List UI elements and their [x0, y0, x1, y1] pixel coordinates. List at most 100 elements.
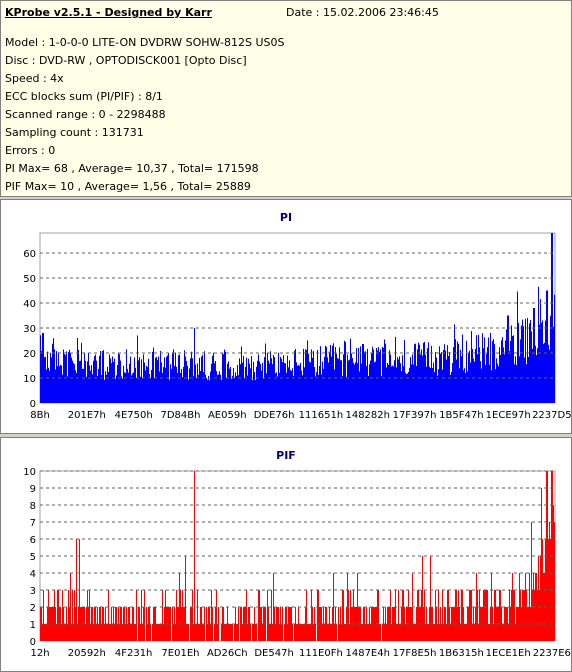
- pif-bar: [188, 624, 189, 641]
- pi-bar: [494, 344, 495, 403]
- pif-bar: [418, 590, 419, 641]
- pi-bar: [420, 354, 421, 403]
- pif-bar: [333, 573, 334, 641]
- pi-bar: [526, 364, 527, 403]
- pi-ytick-label: 50: [23, 274, 36, 285]
- pi-bar: [408, 372, 409, 403]
- pif-bar: [393, 607, 394, 641]
- info-lines: Model : 1-0-0-0 LITE-ON DVDRW SOHW-812S …: [5, 34, 284, 196]
- pif-ytick-label: 8: [30, 501, 36, 512]
- pif-bar: [161, 624, 162, 641]
- pif-bar: [404, 607, 405, 641]
- pif-bar: [54, 590, 55, 641]
- pi-bar: [319, 365, 320, 403]
- pif-bar: [350, 590, 351, 641]
- pi-bar: [183, 366, 184, 403]
- pi-bar: [204, 351, 205, 403]
- pif-bar: [308, 624, 309, 641]
- pif-bar: [122, 624, 123, 641]
- pif-bar: [156, 624, 157, 641]
- pi-bar: [456, 359, 457, 403]
- pi-bar: [294, 350, 295, 403]
- pif-bar: [338, 607, 339, 641]
- pif-bar: [194, 471, 195, 641]
- pi-bar: [500, 355, 501, 403]
- pi-bar: [83, 368, 84, 403]
- pif-bar: [301, 624, 302, 641]
- pi-bar: [409, 367, 410, 403]
- pif-bar: [540, 556, 541, 641]
- pif-bar: [111, 607, 112, 641]
- pi-bar: [157, 360, 158, 403]
- pi-bar: [469, 350, 470, 403]
- pif-bar: [92, 607, 93, 641]
- pif-bar: [362, 624, 363, 641]
- pi-bar: [414, 344, 415, 403]
- pi-bar: [365, 351, 366, 403]
- pi-bar: [61, 365, 62, 403]
- pif-bar: [438, 590, 439, 641]
- pi-bar: [150, 377, 151, 403]
- pi-bar: [431, 345, 432, 403]
- pif-bar: [272, 624, 273, 641]
- pif-bar: [103, 607, 104, 641]
- pif-bar: [146, 607, 147, 641]
- pi-bar: [489, 364, 490, 403]
- pi-bar: [134, 357, 135, 403]
- pif-xtick-label: 7E01Eh: [161, 648, 199, 659]
- pi-bar: [120, 360, 121, 403]
- pi-bar: [185, 356, 186, 403]
- pi-bar: [181, 368, 182, 403]
- pif-bar: [65, 624, 66, 641]
- pi-bar: [388, 364, 389, 403]
- pif-bar: [254, 607, 255, 641]
- pi-bar: [460, 350, 461, 403]
- pi-bar: [323, 368, 324, 403]
- pif-bar: [116, 607, 117, 641]
- pif-bar: [391, 624, 392, 641]
- pif-bar: [523, 590, 524, 641]
- pi-bar: [435, 352, 436, 403]
- pif-bar: [458, 590, 459, 641]
- pi-bar: [350, 338, 351, 403]
- pi-bar: [128, 372, 129, 403]
- pif-bar: [153, 607, 154, 641]
- app-title: KProbe v2.5.1 - Designed by Karr: [5, 6, 212, 19]
- pi-bar: [334, 369, 335, 403]
- pif-bar: [173, 624, 174, 641]
- pif-bar: [271, 590, 272, 641]
- pi-bar: [269, 363, 270, 403]
- pif-bar: [411, 607, 412, 641]
- pi-xtick-label: AE059h: [208, 410, 247, 421]
- pi-bar: [550, 315, 551, 403]
- pif-bar: [74, 590, 75, 641]
- pi-bar: [377, 350, 378, 403]
- pif-bar: [106, 624, 107, 641]
- pif-bar: [399, 624, 400, 641]
- pi-bar: [135, 367, 136, 403]
- pif-bar: [319, 607, 320, 641]
- pi-bar: [152, 351, 153, 403]
- pif-bar: [538, 556, 539, 641]
- pi-bar: [464, 368, 465, 403]
- pi-bar: [253, 361, 254, 403]
- pif-bar: [348, 590, 349, 641]
- pif-bar: [211, 590, 212, 641]
- pi-bar: [57, 366, 58, 403]
- pif-bar: [322, 624, 323, 641]
- pif-bar: [325, 607, 326, 641]
- pif-bar: [181, 607, 182, 641]
- pif-bar: [62, 590, 63, 641]
- pi-bar: [487, 347, 488, 403]
- pif-bar: [207, 624, 208, 641]
- pif-bar: [123, 607, 124, 641]
- pi-bar: [180, 373, 181, 403]
- pif-bar: [416, 607, 417, 641]
- pi-bar: [362, 343, 363, 403]
- pi-bar: [277, 376, 278, 403]
- pi-bar: [67, 376, 68, 403]
- pif-bar: [505, 607, 506, 641]
- errors-line: Errors : 0: [5, 144, 56, 157]
- pif-bar: [466, 624, 467, 641]
- pi-bar: [518, 322, 519, 403]
